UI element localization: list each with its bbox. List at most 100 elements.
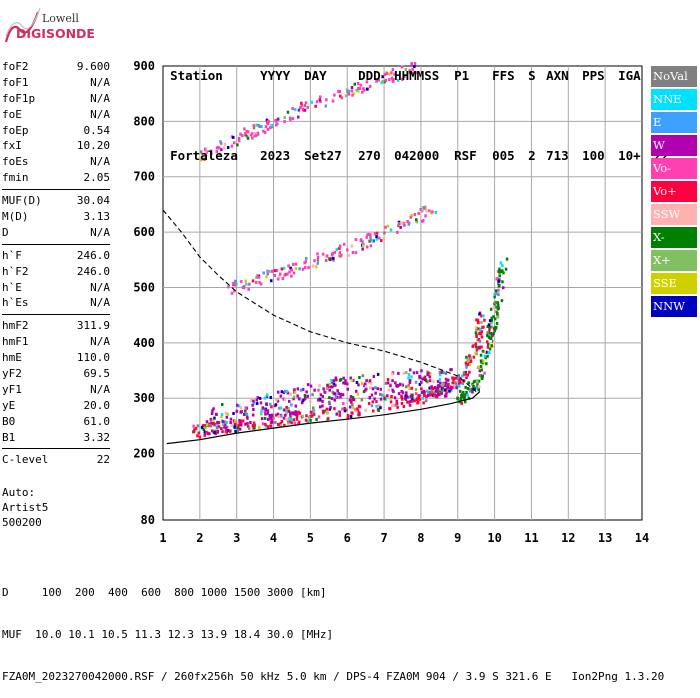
echo-point xyxy=(306,419,309,423)
echo-point xyxy=(493,295,496,299)
param-row: C-level 22 xyxy=(2,452,110,468)
echo-point xyxy=(400,401,404,405)
echo-point xyxy=(489,307,493,311)
echo-point xyxy=(228,429,232,433)
echo-point xyxy=(383,395,386,399)
logo-wave-icon xyxy=(4,7,41,43)
echo-point xyxy=(215,426,219,430)
echo-point xyxy=(277,415,281,418)
echo-point xyxy=(388,72,391,76)
echo-point xyxy=(464,372,467,376)
echo-point xyxy=(403,396,407,400)
echo-point xyxy=(410,72,413,76)
echo-point xyxy=(358,405,362,409)
param-value: 246.0 xyxy=(76,248,110,262)
echo-point xyxy=(387,388,391,392)
echo-point xyxy=(239,410,242,414)
auto-line2: Artist5 xyxy=(2,501,49,514)
echo-point xyxy=(449,386,453,390)
echo-point xyxy=(315,100,319,104)
echo-point xyxy=(466,358,469,362)
echo-point xyxy=(202,428,206,431)
echo-point xyxy=(440,370,443,374)
echo-point xyxy=(237,404,241,408)
echo-point xyxy=(203,157,206,161)
echo-point xyxy=(266,269,269,273)
echo-point xyxy=(357,87,360,90)
echo-point xyxy=(488,351,491,354)
echo-point xyxy=(331,385,334,389)
echo-point xyxy=(489,331,493,335)
echo-point xyxy=(319,95,322,99)
echo-point xyxy=(399,382,402,386)
legend-entry: E xyxy=(651,112,697,133)
param-row: hmE 110.0 xyxy=(2,350,110,366)
header-value: Set27 xyxy=(304,148,342,163)
echo-point xyxy=(335,412,338,416)
echo-point xyxy=(483,354,487,358)
echo-point xyxy=(375,237,378,241)
echo-point xyxy=(401,383,404,387)
echo-point xyxy=(224,426,228,430)
echo-point xyxy=(309,399,312,403)
header-label: DAY xyxy=(304,68,327,83)
y-tick-label: 400 xyxy=(133,336,155,350)
echo-point xyxy=(333,398,336,402)
echo-point xyxy=(444,393,448,397)
header-value: 270 xyxy=(358,148,381,163)
header-label: FFS xyxy=(492,68,515,83)
echo-point xyxy=(377,409,380,412)
echo-point xyxy=(277,390,280,394)
echo-point xyxy=(475,387,478,390)
echo-point xyxy=(346,90,349,94)
echo-point xyxy=(474,331,478,335)
echo-point xyxy=(451,381,454,385)
param-value: 110.0 xyxy=(76,351,110,365)
echo-point xyxy=(390,76,394,80)
footer: D 100 200 400 600 800 1000 1500 3000 [km… xyxy=(2,558,664,698)
echo-point xyxy=(350,86,354,89)
echo-point xyxy=(433,392,436,396)
echo-point xyxy=(453,385,456,389)
echo-point xyxy=(282,416,286,420)
echo-point xyxy=(258,281,261,285)
echo-point xyxy=(321,399,324,403)
echo-point xyxy=(250,399,253,402)
echo-point xyxy=(331,390,334,394)
echo-point xyxy=(486,342,490,346)
echo-point xyxy=(494,305,497,309)
param-value: 3.32 xyxy=(83,430,111,444)
echo-point xyxy=(386,378,390,382)
echo-point xyxy=(371,239,374,243)
echo-point xyxy=(433,391,437,394)
echo-point xyxy=(372,375,376,378)
y-tick-label: 900 xyxy=(133,59,155,73)
echo-point xyxy=(488,319,492,323)
echo-point xyxy=(260,125,263,129)
y-tick-label: 300 xyxy=(133,391,155,405)
echo-point xyxy=(337,392,340,396)
echo-point xyxy=(471,344,474,348)
echo-point xyxy=(380,393,384,397)
dashed-curve xyxy=(162,209,477,393)
echo-point xyxy=(393,72,396,76)
echo-point xyxy=(246,421,249,425)
echo-point xyxy=(253,426,256,430)
echo-point xyxy=(252,126,256,130)
echo-point xyxy=(215,150,218,154)
param-value: 2.05 xyxy=(83,171,111,185)
echo-point xyxy=(295,417,299,421)
echo-point xyxy=(393,396,397,400)
echo-point xyxy=(475,328,478,332)
echo-point xyxy=(301,399,305,403)
echo-point xyxy=(339,395,342,399)
echo-point xyxy=(415,218,418,222)
echo-point xyxy=(260,412,263,416)
echo-point xyxy=(362,87,365,91)
echo-point xyxy=(267,270,271,273)
echo-point xyxy=(274,119,277,122)
param-row: h`F2 246.0 xyxy=(2,264,110,280)
x-tick-label: 3 xyxy=(233,531,240,545)
echo-point xyxy=(244,409,247,413)
echo-point xyxy=(490,318,494,322)
